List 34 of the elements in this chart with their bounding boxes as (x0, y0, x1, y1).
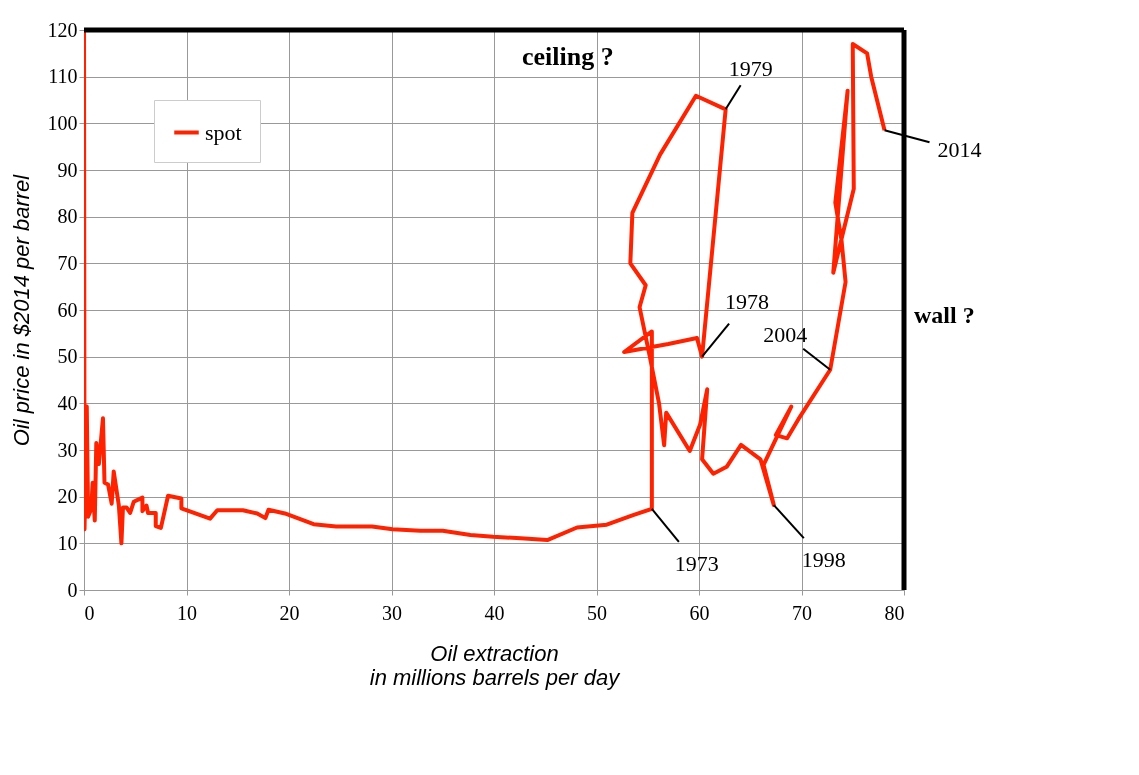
x-tick-label: 40 (484, 601, 505, 624)
y-tick-label: 80 (57, 205, 78, 228)
annotation: 1998 (801, 547, 846, 573)
x-axis-title: Oil extraction in millions barrels per day (369, 640, 622, 690)
y-tick-label: 100 (47, 111, 78, 134)
y-tick-label: 20 (57, 485, 78, 508)
y-tick-label: 40 (57, 391, 78, 414)
annotation: 1973 (674, 550, 719, 576)
ref-line-label: ceiling ? (521, 42, 614, 71)
y-tick-label: 70 (57, 251, 78, 274)
annotation: 2014 (937, 137, 982, 163)
y-tick-label: 110 (48, 65, 78, 88)
y-tick-label: 30 (57, 438, 78, 461)
y-tick-label: 120 (47, 18, 78, 41)
y-tick-label: 0 (67, 578, 78, 601)
y-tick-label: 90 (57, 158, 78, 181)
y-tick-label: 60 (57, 298, 78, 321)
x-tick-label: 70 (792, 601, 812, 624)
x-tick-label: 10 (177, 601, 197, 624)
legend-label: spot (205, 119, 242, 145)
ref-line-label: wall ? (914, 301, 975, 328)
x-tick-label: 60 (689, 601, 710, 624)
x-tick-label: 0 (84, 601, 95, 624)
line-series (84, 30, 887, 546)
y-axis-title: Oil price in $2014 per barrel (8, 173, 34, 447)
annotation: 2004 (763, 321, 808, 347)
y-tick-label: 10 (57, 531, 78, 554)
annotation: 1978 (725, 288, 770, 314)
y-tick-label: 50 (57, 345, 78, 368)
x-tick-label: 80 (884, 601, 905, 624)
x-tick-label: 30 (382, 601, 402, 624)
x-tick-label: 50 (587, 601, 607, 624)
x-tick-label: 20 (279, 601, 300, 624)
annotation: 1979 (728, 56, 773, 82)
